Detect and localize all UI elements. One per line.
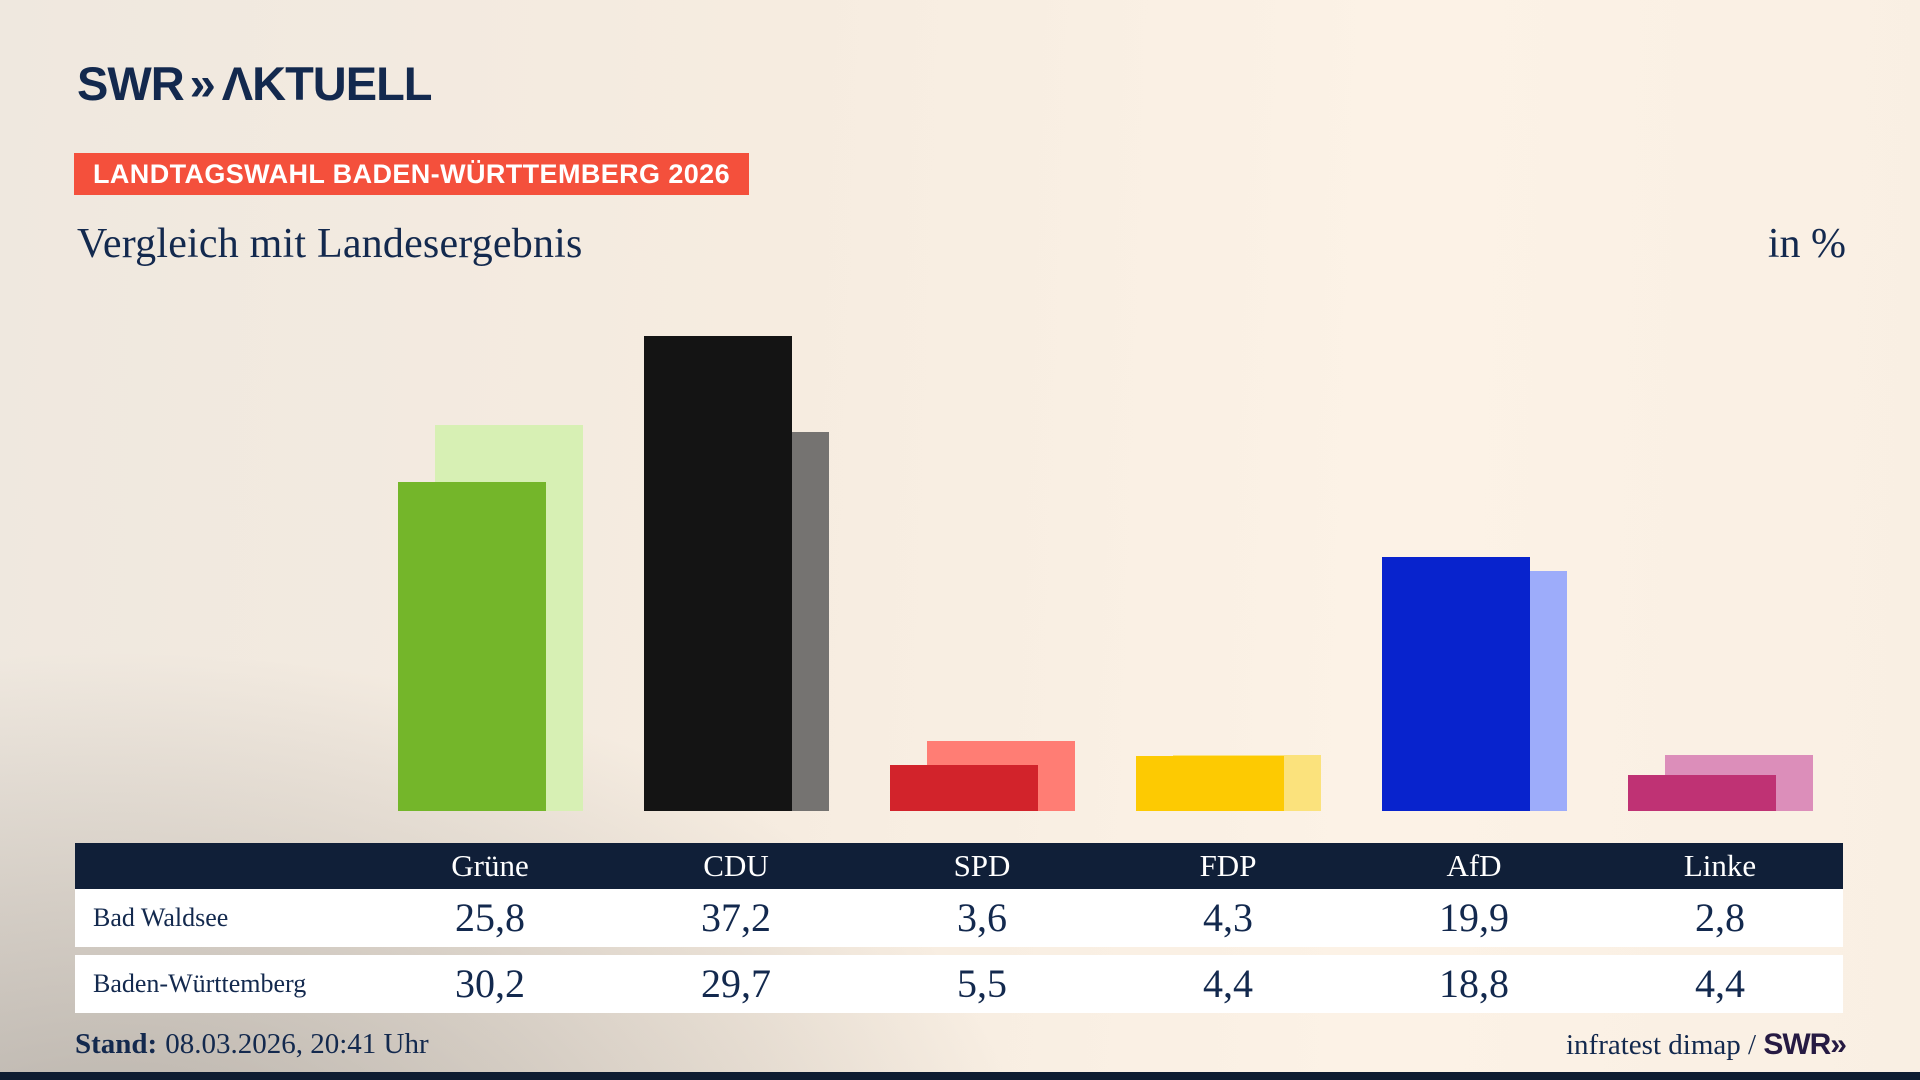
bar-spd-local	[890, 765, 1038, 811]
logo-product: ΛKTUELL	[221, 57, 433, 110]
chart-title: Vergleich mit Landesergebnis	[77, 221, 583, 267]
stand-label: Stand:	[75, 1028, 158, 1060]
value-spd: 3,6	[859, 889, 1105, 947]
bar-fdp-local	[1136, 756, 1284, 811]
table-header-spd: SPD	[859, 843, 1105, 889]
value-afd: 19,9	[1351, 889, 1597, 947]
value-fdp: 4,3	[1105, 889, 1351, 947]
election-badge: LANDTAGSWAHL BADEN-WÜRTTEMBERG 2026	[74, 153, 750, 195]
unit-label: in %	[1767, 221, 1846, 267]
row-label: Baden-Württemberg	[75, 955, 367, 1013]
bar-linke-local	[1628, 775, 1776, 811]
chevron-icon: »	[189, 57, 216, 110]
value-fdp: 4,4	[1105, 955, 1351, 1013]
source-credit: infratest dimap / SWR»	[1566, 1028, 1847, 1062]
value-cdu: 29,7	[613, 955, 859, 1013]
bar-afd-local	[1382, 557, 1530, 811]
table-header-grüne: Grüne	[367, 843, 613, 889]
value-linke: 2,8	[1597, 889, 1843, 947]
value-afd: 18,8	[1351, 955, 1597, 1013]
results-table: Grüne CDU SPD FDP AfD Linke Bad Waldsee 25,8 37,…	[75, 843, 1846, 1013]
row-divider	[75, 947, 1843, 955]
source-text: infratest dimap /	[1566, 1029, 1764, 1061]
logo-brand: SWR	[77, 57, 185, 110]
table-header-corner	[75, 843, 367, 889]
row-label: Bad Waldsee	[75, 889, 367, 947]
stand-value: 08.03.2026, 20:41 Uhr	[165, 1028, 429, 1060]
table-header-linke: Linke	[1597, 843, 1843, 889]
table-header-afd: AfD	[1351, 843, 1597, 889]
table-header-fdp: FDP	[1105, 843, 1351, 889]
value-spd: 5,5	[859, 955, 1105, 1013]
value-grüne: 25,8	[367, 889, 613, 947]
swr-aktuell-logo: SWR» ΛKTUELL	[77, 57, 433, 110]
bottom-strip	[0, 1072, 1920, 1080]
table-header-cdu: CDU	[613, 843, 859, 889]
value-linke: 4,4	[1597, 955, 1843, 1013]
bar-grüne-local	[398, 482, 546, 811]
swr-brand-mark: SWR»	[1763, 1028, 1847, 1061]
bar-cdu-local	[644, 336, 792, 811]
value-cdu: 37,2	[613, 889, 859, 947]
value-grüne: 30,2	[367, 955, 613, 1013]
timestamp: Stand: 08.03.2026, 20:41 Uhr	[75, 1028, 429, 1061]
